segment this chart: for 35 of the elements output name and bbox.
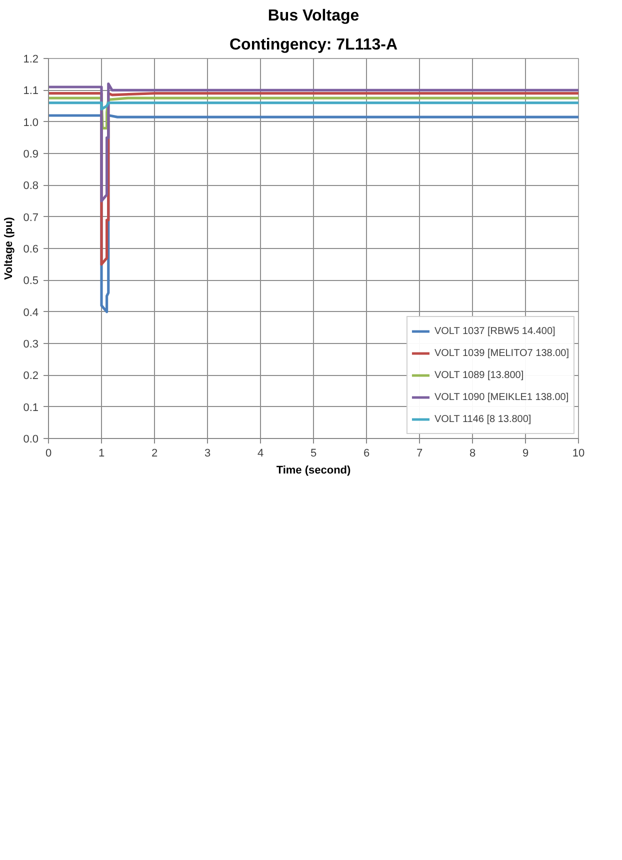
y-tick-label: 1.0 [23,116,39,129]
y-tick-label: 0.1 [23,402,39,414]
x-tick-label: 1 [98,448,105,460]
y-tick-label: 0.6 [23,244,39,256]
chart-subtitle: Contingency: 7L113-A [229,36,398,54]
legend-label: VOLT 1090 [MEIKLE1 138.00] [434,392,569,402]
line-series [48,96,578,130]
x-tick-label: 5 [310,448,317,460]
legend-label: VOLT 1039 [MELITO7 138.00] [434,348,569,358]
y-tick-label: 0.7 [23,212,39,224]
y-tick-label: 0.9 [23,148,39,160]
x-tick-label: 10 [572,448,585,460]
legend-label: VOLT 1146 [8 13.800] [434,414,532,424]
y-tick-label: 0.3 [23,338,39,350]
y-tick-label: 0.8 [23,180,39,192]
legend-label: VOLT 1089 [13.800] [434,370,524,380]
y-axis-title: Voltage (pu) [3,216,16,280]
legend-label: VOLT 1037 [RBW5 14.400] [434,326,556,336]
y-tick-label: 1.1 [23,85,39,98]
x-tick-label: 3 [204,448,211,460]
y-tick-label: 0.2 [23,370,39,382]
y-tick-label: 1.2 [23,54,39,66]
y-tick-label: 0.5 [23,275,39,288]
x-tick-label: 6 [363,448,370,460]
line-series [48,82,578,202]
y-tick-label: 0.4 [23,306,39,319]
chart-title: Bus Voltage [268,8,360,24]
x-tick-label: 9 [522,448,529,460]
x-tick-label: 0 [45,448,52,460]
x-axis-title: Time (second) [276,464,352,476]
x-tick-label: 2 [151,448,158,460]
x-tick-label: 7 [416,448,423,460]
x-tick-label: 4 [257,448,264,460]
y-tick-label: 0.0 [23,434,39,446]
x-tick-label: 8 [469,448,476,460]
